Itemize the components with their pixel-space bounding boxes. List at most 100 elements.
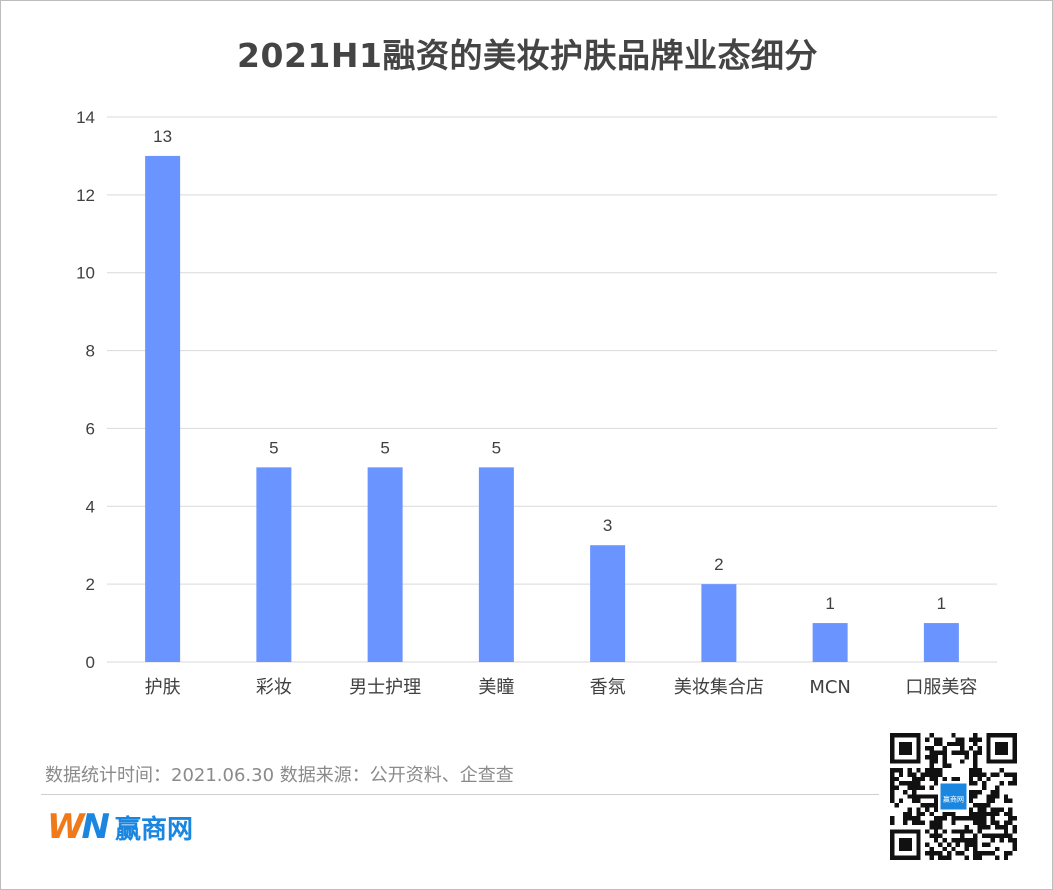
qr-module [942,750,947,755]
qr-module [907,785,912,790]
qr-module [995,833,1000,839]
qr-module [977,750,982,755]
qr-module [973,816,978,821]
qr-module [933,754,939,760]
winshang-logo: WN 赢商网 [47,807,193,847]
qr-module [929,824,934,830]
qr-module [990,789,996,795]
qr-module [907,816,912,821]
chart-title: 2021H1融资的美妆护肤品牌业态细分 [237,36,818,75]
y-tick-label: 0 [86,653,95,672]
qr-module [916,811,921,817]
qr-module [911,798,917,804]
qr-module [964,855,969,860]
qr-module [890,772,895,777]
qr-module [1012,838,1017,843]
qr-module [981,803,987,808]
qr-module [964,842,969,847]
data-label: 5 [380,438,389,457]
qr-module [960,750,965,755]
qr-module [929,855,934,860]
qr-module [955,816,961,821]
qr-module [960,741,965,747]
qr-module [990,838,996,843]
qr-module [942,763,947,769]
qr-module [894,785,899,790]
qr-module [973,842,978,847]
qr-module [925,768,930,773]
qr-module [977,851,982,856]
x-tick-label: 护肤 [145,677,181,698]
qr-module [933,741,939,747]
qr-module [995,811,1000,817]
qr-module [960,737,965,742]
qr-module [933,737,939,742]
qr-module [968,816,974,821]
qr-module [999,833,1004,839]
qr-module [951,750,956,755]
qr-module [903,820,908,825]
qr-module [973,820,978,825]
qr-module [1003,829,1009,834]
qr-module [942,855,947,860]
qr-module [999,824,1004,830]
qr-module [977,776,982,782]
qr-module [955,750,961,755]
qr-module [933,833,939,839]
qr-module [942,829,947,834]
qr-module [929,763,934,769]
qr-module [1008,838,1013,843]
qr-module [911,794,917,799]
qr-module [1003,824,1009,830]
qr-module [916,794,921,799]
qr-module [938,741,943,747]
qr-module [929,851,934,856]
qr-module [986,811,991,817]
qr-module [986,803,991,808]
y-tick-label: 14 [76,108,95,127]
qr-module [929,733,934,738]
qr-module [1012,846,1017,852]
qr-module [1008,807,1013,812]
qr-module [999,781,1004,786]
qr-module [973,772,978,777]
qr-module [933,759,939,764]
qr-module [995,824,1000,830]
qr-module [981,851,987,856]
qr-module [916,807,921,812]
qr-module [903,781,908,786]
qr-module [1003,855,1009,860]
qr-module [938,824,943,830]
qr-module [973,737,978,742]
qr-module [964,846,969,852]
qr-module [955,842,961,847]
qr-finder-core [898,741,912,755]
qr-module [990,772,996,777]
qr-module [986,798,991,804]
qr-module [890,820,895,825]
qr-module [955,737,961,742]
qr-module [986,776,991,782]
qr-module [916,785,921,790]
qr-module [916,768,921,773]
qr-module [925,807,930,812]
qr-module [977,824,982,830]
qr-module [951,733,956,738]
y-tick-label: 10 [76,264,95,283]
data-label: 5 [269,438,278,457]
qr-module [1003,811,1009,817]
qr-module [968,811,974,817]
qr-module [890,776,895,782]
qr-code-icon: 赢商网 [890,733,1017,860]
qr-module [933,794,939,799]
qr-module [911,785,917,790]
bar [701,584,737,662]
qr-module [938,737,943,742]
qr-module [990,851,996,856]
qr-module [951,846,956,852]
qr-module [911,820,917,825]
qr-module [951,838,956,843]
qr-module [999,768,1004,773]
qr-module [964,838,969,843]
qr-module [911,789,917,795]
